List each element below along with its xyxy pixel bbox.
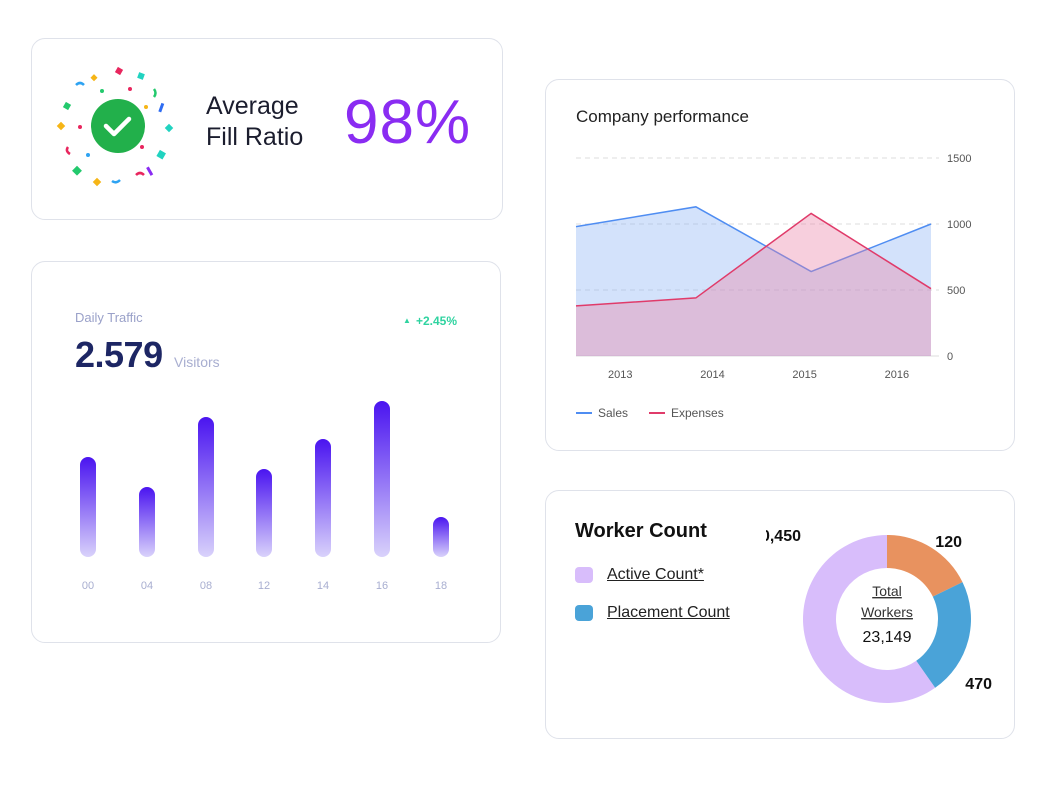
traffic-title: Daily Traffic	[75, 310, 143, 325]
legend-expenses-swatch	[649, 412, 665, 414]
legend-active-count[interactable]: Active Count*	[575, 566, 704, 584]
donut-slice-label-2: 470	[965, 676, 992, 693]
checkmark-icon	[103, 116, 132, 137]
legend-sales-label: Sales	[598, 406, 629, 420]
performance-y-tick: 500	[947, 285, 965, 297]
performance-area-chart: 0 500 1000 1500 2013 2014 2015 2016	[575, 153, 971, 381]
performance-x-tick: 2013	[608, 369, 632, 381]
performance-y-tick: 1000	[947, 219, 971, 231]
traffic-bar-12	[256, 469, 272, 557]
performance-area-expenses	[576, 213, 931, 356]
performance-area-sales	[576, 206, 931, 356]
legend-sales: Sales	[576, 406, 628, 420]
performance-x-tick: 2015	[792, 369, 816, 381]
traffic-x-tick: 12	[258, 580, 270, 592]
traffic-x-tick: 08	[200, 580, 212, 592]
traffic-change-badge: ▲ +2.45%	[403, 314, 457, 328]
traffic-visitors-value: 2.579	[75, 334, 163, 375]
placement-count-swatch	[575, 605, 593, 621]
fill-ratio-value: 98%	[344, 88, 472, 157]
worker-donut-chart: Total Workers 23,149 10,450 120 470	[766, 528, 992, 703]
traffic-bar-chart: 00 04 08 12 14 16 18	[80, 401, 449, 592]
performance-y-tick: 0	[947, 351, 953, 363]
traffic-x-tick: 04	[141, 580, 153, 592]
legend-expenses-label: Expenses	[671, 406, 724, 420]
worker-count-card: Worker Count Active Count* Placement Cou…	[545, 490, 1015, 739]
donut-center-line1: Total	[872, 583, 902, 599]
traffic-x-tick: 14	[317, 580, 329, 592]
donut-slice-0	[803, 535, 936, 703]
placement-count-link[interactable]: Placement Count	[607, 604, 730, 621]
traffic-bar-14	[315, 439, 331, 557]
traffic-x-tick: 18	[435, 580, 447, 592]
arrow-up-icon: ▲	[403, 316, 411, 325]
active-count-link[interactable]: Active Count*	[607, 566, 704, 583]
company-performance-card: Company performance 0 500 1000 1500 2013 2014…	[545, 79, 1015, 451]
worker-count-title: Worker Count	[575, 520, 707, 542]
fill-ratio-label-line1: Average	[206, 92, 299, 120]
legend-sales-swatch	[576, 412, 592, 414]
fill-ratio-label-line2: Fill Ratio	[206, 123, 304, 151]
donut-slice-label-0: 10,450	[766, 528, 801, 545]
performance-title: Company performance	[576, 107, 749, 126]
donut-center-line2: Workers	[861, 604, 913, 620]
traffic-visitors-unit: Visitors	[174, 354, 220, 370]
performance-y-tick: 1500	[947, 153, 971, 165]
legend-placement-count[interactable]: Placement Count	[575, 604, 730, 622]
traffic-bar-04	[139, 487, 155, 557]
traffic-bar-18	[433, 517, 449, 557]
fill-ratio-label: Average Fill Ratio	[206, 91, 303, 153]
donut-slice-label-1: 120	[935, 534, 962, 551]
legend-expenses: Expenses	[649, 406, 724, 420]
active-count-swatch	[575, 567, 593, 583]
check-circle-icon	[91, 99, 145, 153]
traffic-x-tick: 16	[376, 580, 388, 592]
donut-center-value: 23,149	[863, 629, 912, 646]
traffic-change-value: +2.45%	[415, 314, 457, 328]
performance-x-tick: 2014	[700, 369, 724, 381]
fill-ratio-card: Average Fill Ratio 98%	[31, 38, 503, 220]
check-badge-icon	[56, 66, 174, 187]
traffic-x-tick: 00	[82, 580, 94, 592]
donut-slice-2	[916, 582, 971, 688]
traffic-bar-16	[374, 401, 390, 557]
traffic-bar-08	[198, 417, 214, 557]
daily-traffic-card: Daily Traffic ▲ +2.45% 2.579 Visitors 00 0…	[31, 261, 501, 643]
performance-x-tick: 2016	[885, 369, 909, 381]
performance-line-expenses	[575, 212, 932, 307]
performance-line-sales	[575, 206, 932, 273]
donut-slice-1	[887, 535, 963, 597]
traffic-bar-00	[80, 457, 96, 557]
